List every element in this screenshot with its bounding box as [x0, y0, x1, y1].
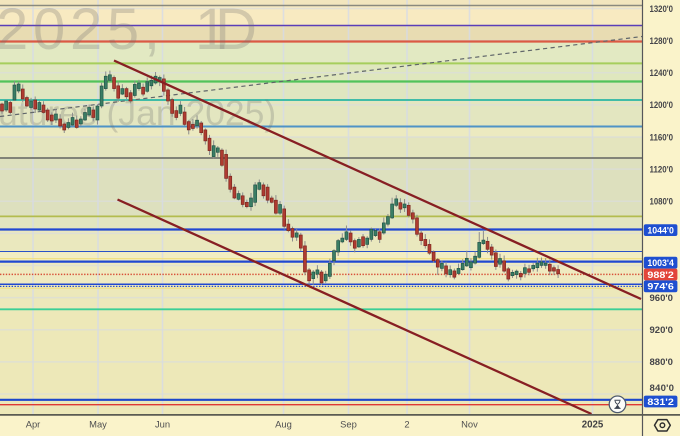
- svg-text:May: May: [89, 419, 107, 430]
- svg-text:2: 2: [404, 419, 409, 430]
- svg-text:2025: 2025: [582, 420, 604, 431]
- svg-text:Jun: Jun: [155, 419, 170, 430]
- svg-text:Apr: Apr: [26, 419, 41, 430]
- svg-text:2025,: 2025,: [0, 0, 160, 62]
- svg-text:1120'0: 1120'0: [650, 164, 674, 174]
- svg-text:1160'0: 1160'0: [650, 132, 674, 142]
- svg-text:Sep: Sep: [340, 419, 357, 430]
- svg-text:1003'4: 1003'4: [647, 258, 674, 269]
- svg-text:831'2: 831'2: [647, 397, 674, 408]
- svg-text:920'0: 920'0: [650, 325, 674, 335]
- svg-text:1280'0: 1280'0: [650, 36, 674, 46]
- svg-text:1044'0: 1044'0: [647, 226, 674, 237]
- svg-text:1080'0: 1080'0: [650, 197, 674, 207]
- svg-text:1240'0: 1240'0: [650, 68, 674, 78]
- svg-text:Nov: Nov: [461, 419, 478, 430]
- svg-text:utures (Jan 2025): utures (Jan 2025): [0, 93, 276, 133]
- svg-text:Aug: Aug: [275, 419, 292, 430]
- svg-text:988'2: 988'2: [647, 270, 674, 281]
- svg-text:1320'0: 1320'0: [650, 4, 674, 14]
- svg-text:1D: 1D: [195, 0, 257, 62]
- svg-text:840'0: 840'0: [650, 383, 675, 394]
- svg-text:974'6: 974'6: [647, 282, 674, 293]
- svg-text:1200'0: 1200'0: [650, 100, 674, 110]
- svg-text:880'0: 880'0: [650, 357, 674, 367]
- svg-text:960'0: 960'0: [650, 293, 674, 303]
